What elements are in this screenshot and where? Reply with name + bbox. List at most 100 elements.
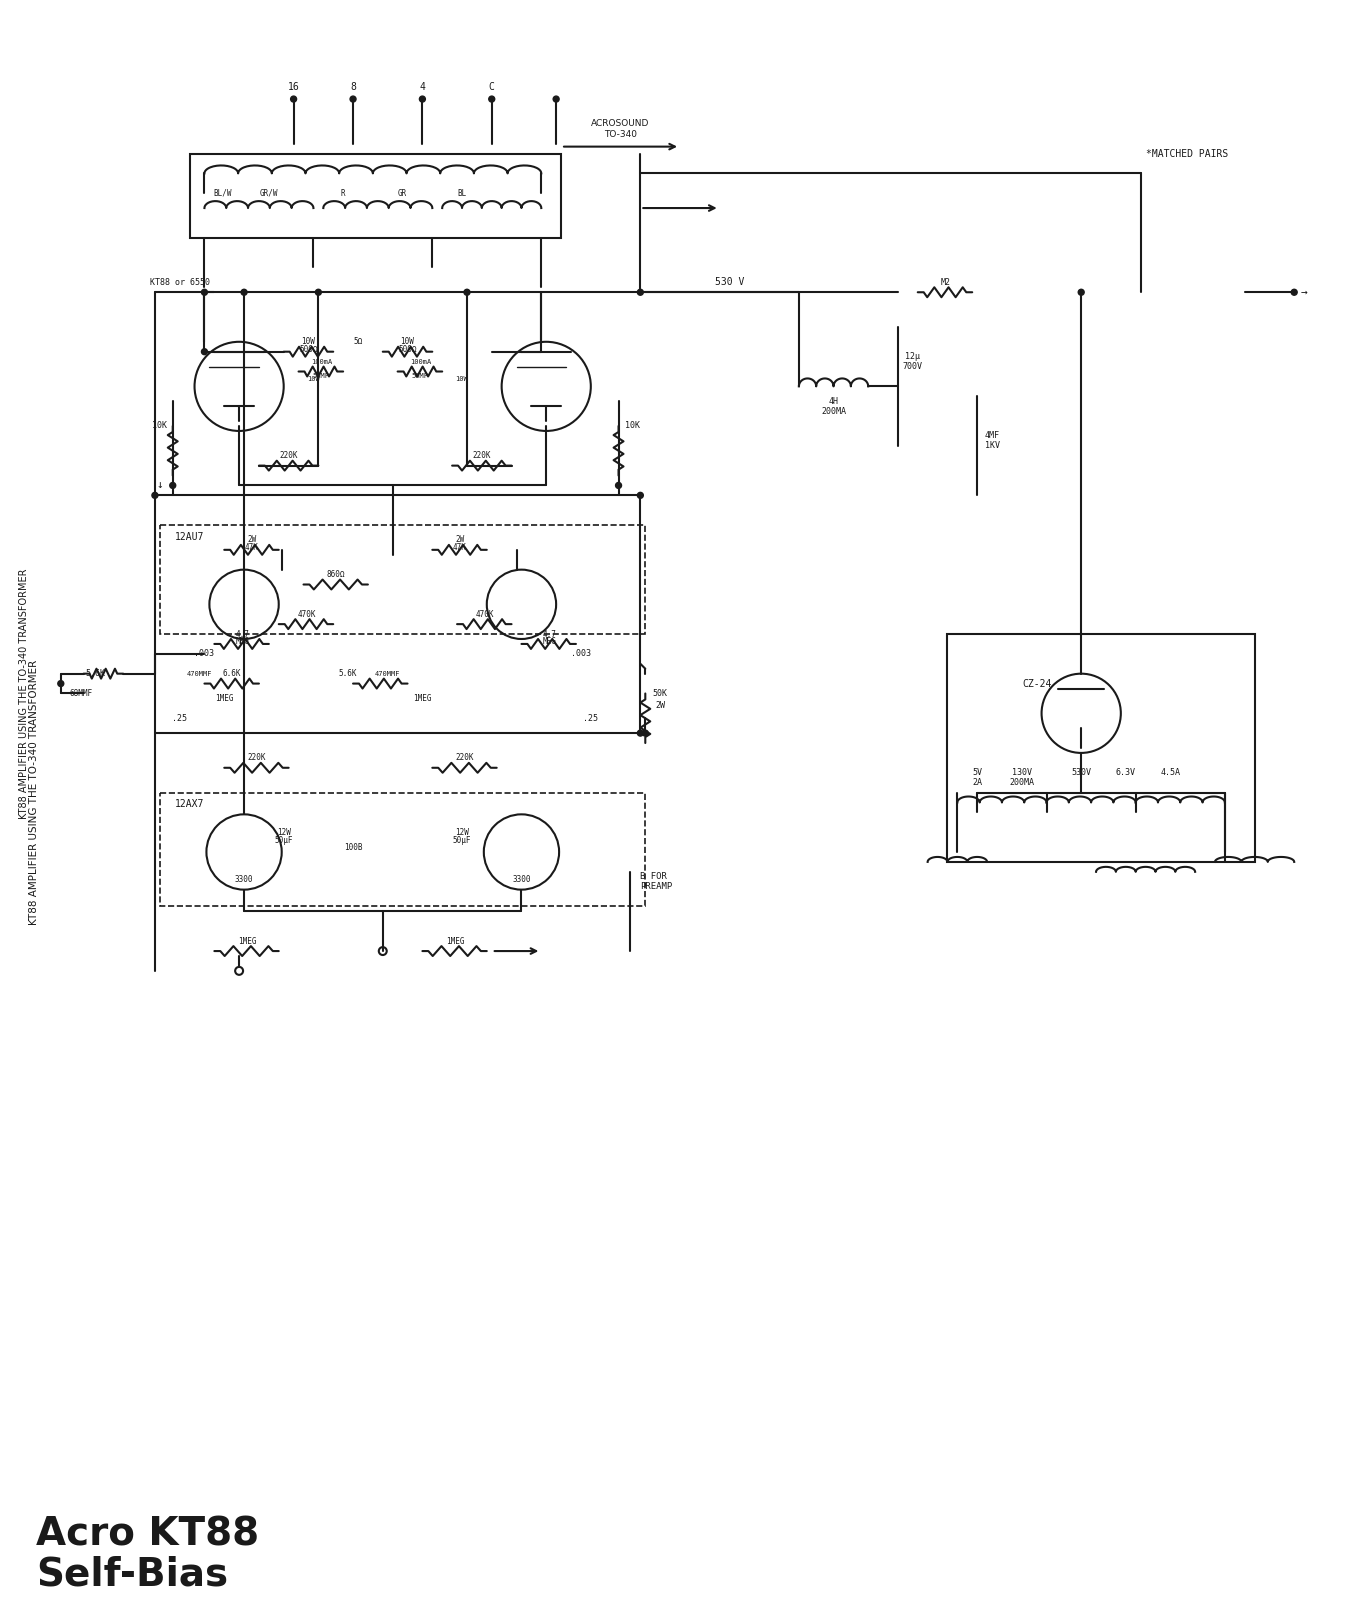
Text: 1MEG: 1MEG (238, 936, 256, 946)
Circle shape (638, 730, 643, 736)
Text: 700V: 700V (903, 362, 923, 371)
Text: 10W: 10W (401, 338, 414, 346)
Text: 8: 8 (351, 82, 356, 93)
Text: 68MMF: 68MMF (69, 690, 92, 698)
Text: 47K: 47K (245, 544, 259, 552)
Text: 50K: 50K (653, 690, 668, 698)
Text: KT88 AMPLIFIER USING THE TO-340 TRANSFORMER: KT88 AMPLIFIER USING THE TO-340 TRANSFOR… (19, 568, 30, 819)
Text: ↓: ↓ (157, 480, 164, 491)
Circle shape (1292, 290, 1297, 296)
Text: 12W: 12W (455, 827, 468, 837)
Text: 3300: 3300 (512, 875, 531, 885)
Text: 50MF: 50MF (313, 373, 330, 379)
Text: 12µ: 12µ (906, 352, 921, 362)
Text: .25: .25 (172, 714, 187, 723)
Text: 530 V: 530 V (715, 277, 745, 288)
Text: 4MF: 4MF (984, 432, 999, 440)
Text: 2W: 2W (455, 536, 464, 544)
Text: 6.3V: 6.3V (1116, 768, 1136, 778)
Bar (190, 154, 561, 238)
Text: 12W: 12W (276, 827, 291, 837)
Text: 1KV: 1KV (984, 442, 999, 450)
Circle shape (241, 290, 246, 296)
Text: 12AU7: 12AU7 (175, 531, 204, 542)
Text: 10K: 10K (153, 421, 168, 430)
Text: 10W: 10W (456, 376, 468, 382)
Text: 4: 4 (420, 82, 425, 93)
Text: BL/W: BL/W (213, 189, 232, 198)
Text: 6.6K: 6.6K (223, 669, 241, 678)
Text: *MATCHED PAIRS: *MATCHED PAIRS (1145, 149, 1228, 158)
Text: →: → (1301, 288, 1308, 298)
Text: 50MF: 50MF (412, 373, 429, 379)
Text: 3300: 3300 (234, 875, 253, 885)
Circle shape (616, 483, 621, 488)
Circle shape (169, 483, 176, 488)
Circle shape (638, 290, 643, 296)
Text: MEG: MEG (542, 637, 556, 646)
Circle shape (638, 493, 643, 498)
Bar (160, 792, 646, 907)
Text: 4.7: 4.7 (236, 629, 249, 638)
Text: CZ-24: CZ-24 (1022, 678, 1051, 688)
Text: 2A: 2A (972, 778, 982, 787)
Circle shape (202, 349, 207, 355)
Text: 860Ω: 860Ω (326, 570, 345, 579)
Text: MEG: MEG (236, 637, 249, 646)
Circle shape (1078, 290, 1085, 296)
Text: 200MA: 200MA (821, 406, 846, 416)
Text: 470MMF: 470MMF (375, 670, 401, 677)
Circle shape (315, 290, 321, 296)
Text: 4.5A: 4.5A (1160, 768, 1181, 778)
Text: Self-Bias: Self-Bias (37, 1555, 229, 1594)
Circle shape (351, 96, 356, 102)
Text: 1MEG: 1MEG (413, 694, 432, 702)
Circle shape (554, 96, 559, 102)
Text: M2: M2 (941, 278, 951, 286)
Text: 470MMF: 470MMF (187, 670, 213, 677)
Text: 220K: 220K (279, 451, 298, 461)
Text: Acro KT88: Acro KT88 (37, 1515, 259, 1554)
Text: KT88 AMPLIFIER USING THE TO-340 TRANSFORMER: KT88 AMPLIFIER USING THE TO-340 TRANSFOR… (28, 659, 39, 925)
Circle shape (58, 680, 64, 686)
Text: 5Ω: 5Ω (353, 338, 363, 346)
Text: 470K: 470K (475, 610, 494, 619)
Text: 16: 16 (288, 82, 299, 93)
Text: .25: .25 (584, 714, 598, 723)
Text: .003: .003 (195, 650, 214, 658)
Text: 220K: 220K (473, 451, 492, 461)
Text: 530V: 530V (1071, 768, 1091, 778)
Bar (948, 634, 1255, 862)
Text: 10W: 10W (307, 376, 320, 382)
Circle shape (489, 96, 494, 102)
Text: 5V: 5V (972, 768, 982, 778)
Circle shape (152, 493, 158, 498)
Text: 5.6K: 5.6K (338, 669, 357, 678)
Text: 500Ω: 500Ω (299, 346, 318, 354)
Text: 220K: 220K (248, 754, 267, 762)
Text: 470K: 470K (298, 610, 315, 619)
Circle shape (202, 290, 207, 296)
Text: R: R (341, 189, 345, 198)
Text: 50µF: 50µF (452, 835, 471, 845)
Text: 130V: 130V (1011, 768, 1032, 778)
Text: C: C (489, 82, 494, 93)
Circle shape (464, 290, 470, 296)
Text: ACROSOUND
TO-340: ACROSOUND TO-340 (592, 120, 650, 139)
Text: 47K: 47K (454, 544, 467, 552)
Text: GR/W: GR/W (260, 189, 278, 198)
Text: 10W: 10W (302, 338, 315, 346)
Text: 50µF: 50µF (275, 835, 292, 845)
Text: 2W: 2W (248, 536, 257, 544)
Text: 100B: 100B (344, 843, 363, 851)
Text: 4H: 4H (829, 397, 838, 406)
Text: 100mA: 100mA (310, 358, 332, 365)
Text: GR: GR (398, 189, 408, 198)
Circle shape (291, 96, 297, 102)
Text: 1MEG: 1MEG (445, 936, 464, 946)
Text: 200MA: 200MA (1009, 778, 1034, 787)
Text: B FOR
PREAMP: B FOR PREAMP (640, 872, 673, 891)
Text: 100mA: 100mA (410, 358, 431, 365)
Text: 220K: 220K (456, 754, 474, 762)
Circle shape (642, 730, 649, 736)
